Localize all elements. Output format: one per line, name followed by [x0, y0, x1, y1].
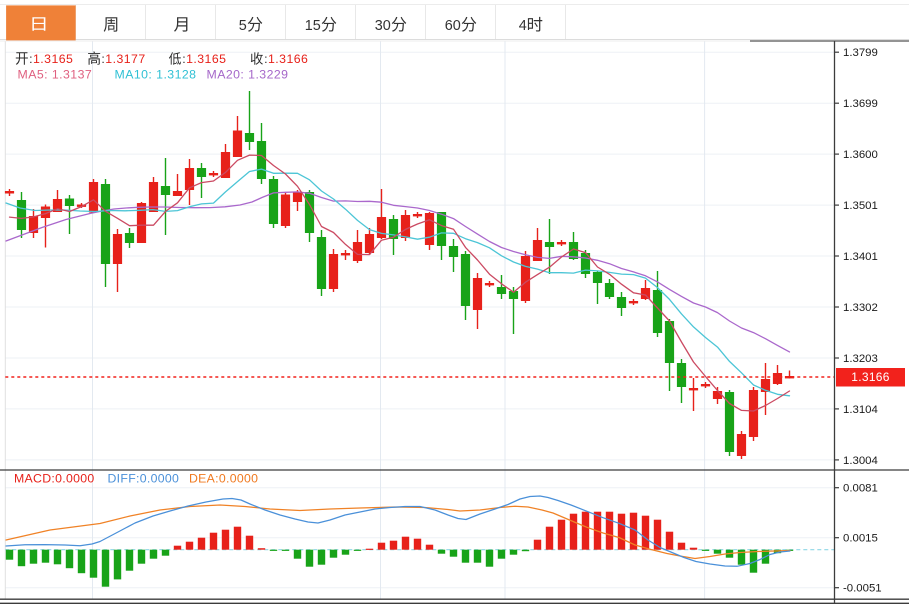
svg-text:1.3699: 1.3699 [843, 98, 878, 110]
svg-text::: : [29, 52, 32, 66]
svg-text:1.3004: 1.3004 [843, 455, 878, 467]
svg-text:1.3203: 1.3203 [843, 353, 878, 365]
svg-text:60: 60 [445, 18, 461, 34]
svg-text:-0.0051: -0.0051 [843, 583, 882, 595]
svg-text::: : [101, 52, 104, 66]
svg-text:30: 30 [375, 18, 391, 34]
svg-text:5: 5 [239, 18, 247, 34]
svg-text:1.3165: 1.3165 [186, 52, 226, 66]
svg-text:4: 4 [519, 18, 527, 34]
svg-text:1.3104: 1.3104 [843, 404, 878, 416]
svg-text:DIFF:0.0000: DIFF:0.0000 [108, 472, 180, 486]
svg-text:1.3302: 1.3302 [843, 302, 878, 314]
svg-text:MACD:0.0000: MACD:0.0000 [14, 472, 95, 486]
svg-text:1.3799: 1.3799 [843, 47, 878, 59]
svg-text:1.3165: 1.3165 [33, 52, 73, 66]
svg-text:1.3600: 1.3600 [843, 149, 878, 161]
svg-text:0.0015: 0.0015 [843, 533, 878, 545]
svg-text:1.3501: 1.3501 [843, 200, 878, 212]
svg-text:15: 15 [305, 18, 321, 34]
svg-text:1.3166: 1.3166 [268, 52, 308, 66]
svg-text:1.3177: 1.3177 [105, 52, 145, 66]
svg-text:1.3401: 1.3401 [843, 251, 878, 263]
svg-text:1.3166: 1.3166 [851, 370, 890, 384]
svg-text::: : [264, 52, 267, 66]
svg-text:MA20: 1.3229: MA20: 1.3229 [207, 67, 289, 81]
svg-text::: : [182, 52, 185, 66]
svg-text:DEA:0.0000: DEA:0.0000 [189, 472, 258, 486]
svg-text:MA5: 1.3137: MA5: 1.3137 [18, 67, 93, 81]
svg-text:0.0081: 0.0081 [843, 483, 878, 495]
svg-text:MA10: 1.3128: MA10: 1.3128 [115, 67, 197, 81]
